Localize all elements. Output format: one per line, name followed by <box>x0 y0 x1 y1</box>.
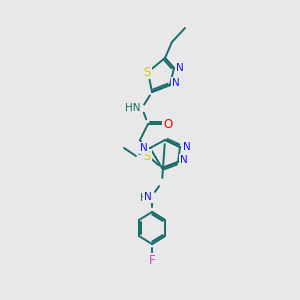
Text: O: O <box>164 118 172 130</box>
Text: S: S <box>143 65 151 79</box>
Text: S: S <box>143 149 151 163</box>
Text: N: N <box>140 143 148 153</box>
Text: N: N <box>180 155 188 165</box>
Text: H: H <box>140 193 148 203</box>
Text: N: N <box>183 142 191 152</box>
Text: HN: HN <box>124 103 140 113</box>
Text: N: N <box>176 63 184 73</box>
Text: N: N <box>144 192 152 202</box>
Text: F: F <box>149 254 155 266</box>
Text: N: N <box>172 78 180 88</box>
